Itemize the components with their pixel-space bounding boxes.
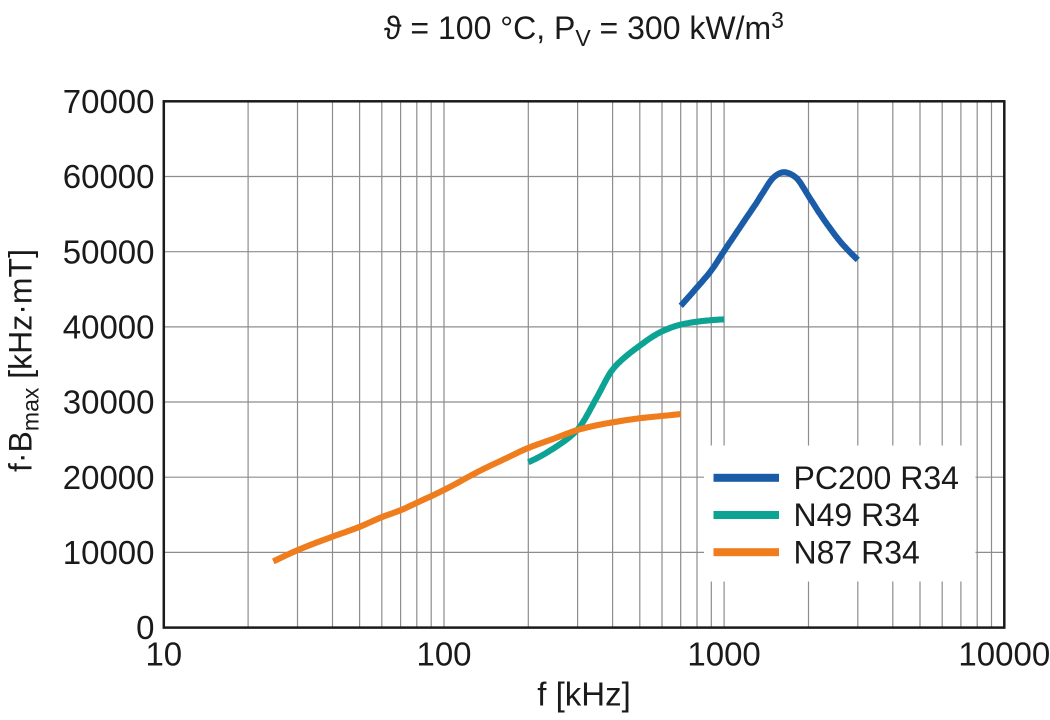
svg-text:N87 R34: N87 R34 bbox=[794, 534, 920, 570]
svg-text:30000: 30000 bbox=[63, 384, 155, 421]
svg-text:f [kHz]: f [kHz] bbox=[537, 676, 631, 713]
svg-text:50000: 50000 bbox=[63, 233, 155, 270]
svg-text:PC200 R34: PC200 R34 bbox=[794, 460, 959, 496]
svg-text:40000: 40000 bbox=[63, 309, 155, 346]
svg-text:100: 100 bbox=[416, 636, 471, 673]
svg-text:0: 0 bbox=[136, 609, 154, 646]
svg-text:f·Bmax [kHz·mT]: f·Bmax [kHz·mT] bbox=[3, 249, 44, 472]
svg-text:20000: 20000 bbox=[63, 459, 155, 496]
svg-text:70000: 70000 bbox=[63, 83, 155, 120]
svg-text:10000: 10000 bbox=[958, 636, 1050, 673]
svg-text:1000: 1000 bbox=[687, 636, 760, 673]
svg-text:60000: 60000 bbox=[63, 158, 155, 195]
svg-text:10000: 10000 bbox=[63, 534, 155, 571]
svg-text:N49 R34: N49 R34 bbox=[794, 497, 920, 533]
svg-text:10: 10 bbox=[145, 636, 182, 673]
